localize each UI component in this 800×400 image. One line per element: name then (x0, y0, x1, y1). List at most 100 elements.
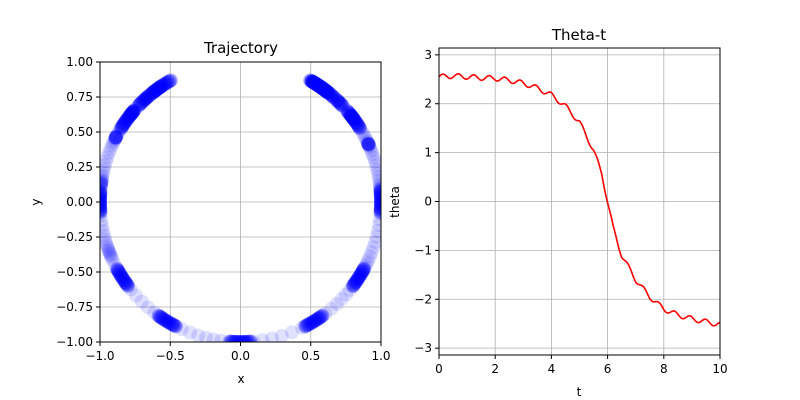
trajectory-point (305, 74, 320, 89)
trajectory-point (308, 313, 323, 328)
trajectory-point (140, 90, 155, 105)
trajectory-point (326, 90, 341, 105)
trajectory-point (228, 334, 243, 342)
theta-t-ytick-label: −3 (414, 341, 432, 355)
trajectory-point (330, 93, 345, 108)
trajectory-point (348, 274, 363, 289)
trajectory-point (107, 132, 122, 147)
trajectory-point (373, 191, 381, 206)
trajectory-point (132, 97, 147, 112)
trajectory-point (100, 174, 109, 189)
trajectory-point (299, 318, 314, 333)
trajectory-point (357, 260, 372, 275)
trajectory-point (139, 91, 154, 106)
trajectory-point (147, 305, 162, 320)
trajectory-point (151, 81, 166, 96)
trajectory-xtick-label: 1.0 (371, 349, 390, 363)
trajectory-xtick-label: 0.0 (231, 349, 250, 363)
trajectory-point (108, 130, 123, 145)
trajectory-point (309, 77, 324, 92)
trajectory-point (139, 90, 154, 105)
trajectory-point (319, 84, 334, 99)
trajectory-point (100, 228, 112, 243)
trajectory-point (146, 85, 161, 100)
trajectory-point (310, 77, 325, 92)
trajectory-ytick-label: −1.00 (56, 335, 93, 349)
trajectory-point (114, 120, 129, 135)
trajectory-point (134, 95, 149, 110)
trajectory-point (105, 138, 120, 153)
trajectory-point (126, 103, 141, 118)
trajectory-point (343, 108, 358, 123)
trajectory-point (154, 310, 169, 325)
trajectory-point (124, 106, 139, 121)
trajectory-point (320, 85, 335, 100)
trajectory-point (104, 250, 119, 265)
trajectory-point (307, 76, 322, 91)
trajectory-point (314, 80, 329, 95)
trajectory-point (126, 104, 141, 119)
trajectory-point (108, 130, 123, 145)
trajectory-point (100, 186, 108, 201)
trajectory-point (312, 79, 327, 94)
trajectory-point (100, 235, 114, 250)
trajectory-point (319, 84, 334, 99)
trajectory-point (122, 108, 137, 123)
trajectory-point (304, 74, 319, 89)
trajectory-point (309, 77, 324, 92)
trajectory-point (160, 75, 175, 90)
trajectory-point (373, 182, 381, 197)
trajectory-point (323, 87, 338, 102)
trajectory-point (345, 110, 360, 125)
trajectory-point (358, 258, 373, 273)
trajectory-point (100, 190, 108, 205)
trajectory-point (102, 245, 117, 260)
trajectory-point (358, 130, 373, 145)
trajectory-point (348, 274, 363, 289)
theta-t-ticks: 0 2 4 6 8 10 −3 −2 −1 0 1 2 3 (414, 48, 727, 376)
trajectory-point (133, 96, 148, 111)
trajectory-point (150, 82, 165, 97)
trajectory-point (347, 113, 362, 128)
trajectory-point (140, 89, 155, 104)
trajectory-point (143, 87, 158, 102)
trajectory-point (315, 308, 330, 323)
theta-t-ytick-label: 1 (424, 146, 432, 160)
trajectory-point (144, 86, 159, 101)
trajectory-point (361, 137, 376, 152)
trajectory-point (158, 313, 173, 328)
trajectory-point (309, 76, 324, 91)
trajectory-point (318, 83, 333, 98)
trajectory-point (307, 75, 322, 90)
trajectory-point (153, 79, 168, 94)
trajectory-point (137, 92, 152, 107)
theta-t-ylabel: theta (388, 186, 402, 218)
trajectory-point (114, 269, 129, 284)
trajectory-point (356, 127, 371, 142)
trajectory-point (119, 112, 134, 127)
trajectory-point (150, 81, 165, 96)
trajectory-point (274, 328, 289, 342)
trajectory-point (221, 334, 236, 342)
trajectory-point (319, 84, 334, 99)
trajectory-point (307, 75, 322, 90)
trajectory-point (255, 333, 270, 342)
theta-t-xtick-label: 2 (491, 362, 499, 376)
trajectory-point (100, 168, 110, 183)
theta-t-ytick-label: 3 (424, 48, 432, 62)
trajectory-point (305, 74, 320, 89)
trajectory-point (316, 81, 331, 96)
trajectory-point (373, 183, 381, 198)
trajectory-point (108, 130, 123, 145)
trajectory-point (368, 235, 381, 250)
trajectory-point (132, 97, 147, 112)
trajectory-point (100, 200, 108, 215)
trajectory-point (116, 117, 131, 132)
trajectory-point (361, 253, 376, 268)
trajectory-point (334, 97, 349, 112)
trajectory-point (313, 80, 328, 95)
trajectory-point (305, 74, 320, 89)
trajectory-point (349, 115, 364, 130)
trajectory-point (361, 137, 376, 152)
trajectory-point (230, 334, 245, 342)
